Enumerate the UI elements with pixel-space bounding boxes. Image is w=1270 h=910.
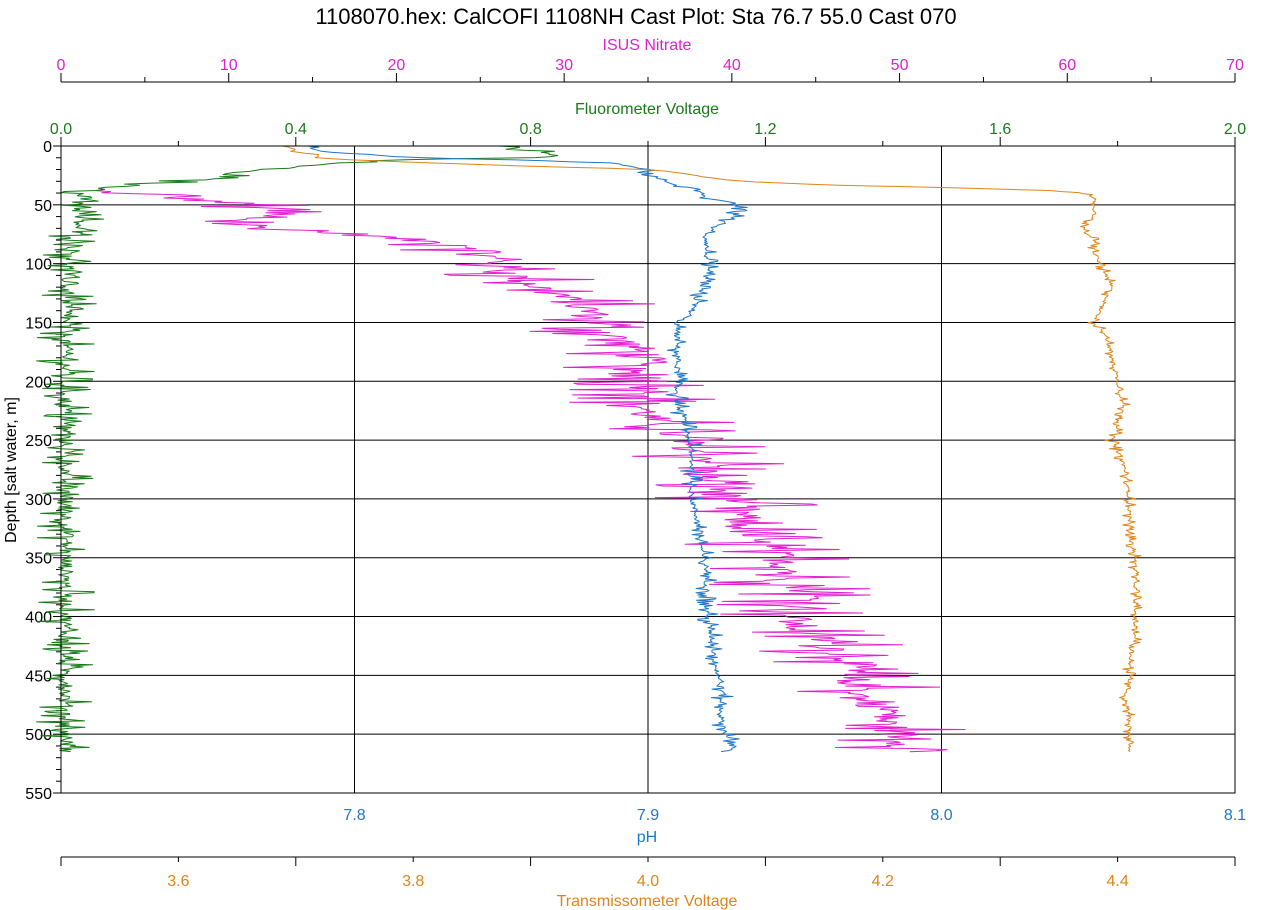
depth-tick-label: 500 <box>25 727 52 744</box>
fluor-tick-label: 1.2 <box>754 121 776 138</box>
nitrate-tick-label: 60 <box>1058 57 1076 74</box>
fluor-series-line <box>36 145 559 753</box>
depth-tick-label: 200 <box>25 374 52 391</box>
depth-tick-label: 50 <box>34 198 52 215</box>
nitrate-axis-label: ISUS Nitrate <box>603 37 692 54</box>
trans-tick-label: 4.4 <box>1106 873 1128 890</box>
depth-tick-label: 400 <box>25 610 52 627</box>
nitrate-tick-label: 20 <box>388 57 406 74</box>
ph-axis-label: pH <box>637 829 657 846</box>
ph-tick-label: 7.9 <box>637 807 659 824</box>
nitrate-tick-label: 40 <box>723 57 741 74</box>
depth-tick-label: 450 <box>25 668 52 685</box>
fluor-tick-label: 0.4 <box>285 121 307 138</box>
ph-tick-label: 8.1 <box>1224 807 1246 824</box>
ph-tick-label: 8.0 <box>930 807 952 824</box>
nitrate-tick-label: 50 <box>891 57 909 74</box>
depth-axis-label: Depth [salt water, m] <box>3 397 20 543</box>
depth-tick-label: 250 <box>25 433 52 450</box>
series-group <box>36 145 1143 753</box>
depth-tick-label: 550 <box>25 786 52 803</box>
ph-tick-label: 7.8 <box>343 807 365 824</box>
chart-title: 1108070.hex: CalCOFI 1108NH Cast Plot: S… <box>315 4 956 29</box>
fluor-tick-label: 0.8 <box>519 121 541 138</box>
depth-tick-label: 300 <box>25 492 52 509</box>
trans-tick-label: 4.0 <box>637 873 659 890</box>
trans-series-line <box>282 145 1143 753</box>
nitrate-tick-label: 30 <box>555 57 573 74</box>
ph-series-line <box>306 145 748 753</box>
nitrate-tick-label: 70 <box>1226 57 1244 74</box>
fluor-tick-label: 0.0 <box>50 121 72 138</box>
depth-tick-label: 150 <box>25 315 52 332</box>
fluor-tick-label: 1.6 <box>989 121 1011 138</box>
nitrate-tick-label: 0 <box>57 57 66 74</box>
trans-tick-label: 3.8 <box>402 873 424 890</box>
nitrate-tick-label: 10 <box>220 57 238 74</box>
fluorometer-axis-label: Fluorometer Voltage <box>575 101 719 118</box>
grid <box>61 146 1235 793</box>
fluor-tick-label: 2.0 <box>1224 121 1246 138</box>
transmissometer-axis-label: Transmissometer Voltage <box>557 893 738 910</box>
trans-tick-label: 3.6 <box>167 873 189 890</box>
depth-tick-label: 100 <box>25 257 52 274</box>
trans-tick-label: 4.2 <box>872 873 894 890</box>
nitrate-series-line <box>95 189 966 753</box>
plot-frame <box>60 145 1236 794</box>
depth-tick-label: 0 <box>43 139 52 156</box>
